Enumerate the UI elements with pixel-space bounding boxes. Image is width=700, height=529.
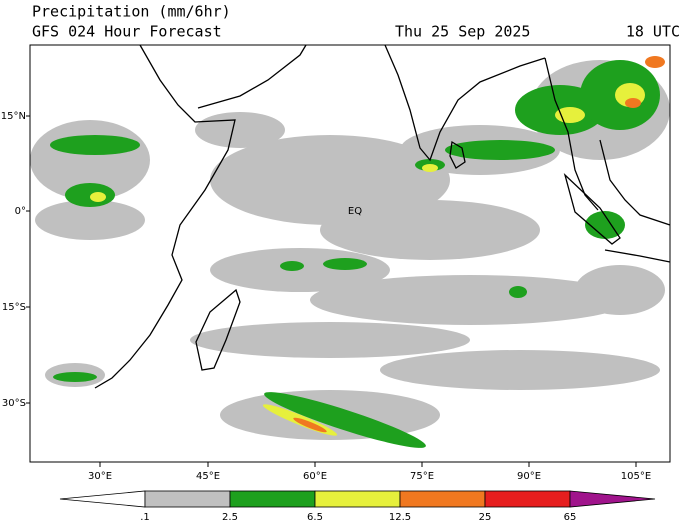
longitude-label: 75°E (410, 471, 434, 482)
colorbar-segment (399, 490, 486, 508)
latitude-label: 15°N (1, 111, 26, 122)
longitude-label: 30°E (88, 471, 112, 482)
colorbar-label: 2.5 (222, 512, 238, 523)
colorbar-segment (229, 490, 316, 508)
coastlines (94, 44, 671, 389)
forecast-time: 18 UTC (626, 23, 680, 41)
map-title: Precipitation (mm/6hr) (32, 3, 231, 21)
map-area: EQ (29, 44, 671, 463)
latitude-label: 30°S (2, 398, 26, 409)
longitude-label: 105°E (621, 471, 651, 482)
latitude-label: 15°S (2, 302, 26, 313)
map-frame (29, 44, 671, 463)
colorbar-segment (144, 490, 231, 508)
longitude-label: 45°E (196, 471, 220, 482)
colorbar-segment (484, 490, 571, 508)
colorbar-label: 25 (479, 512, 492, 523)
latitude-label: 0° (15, 206, 26, 217)
moderate-rain-areas (50, 60, 660, 448)
colorbar-label: .1 (140, 512, 150, 523)
colorbar-segment (569, 490, 656, 508)
colorbar-segment (314, 490, 401, 508)
colorbar-label: 6.5 (307, 512, 323, 523)
colorbar-segment (59, 490, 146, 508)
colorbar-label: 12.5 (389, 512, 411, 523)
longitude-label: 60°E (303, 471, 327, 482)
longitude-label: 90°E (517, 471, 541, 482)
equator-label: EQ (348, 206, 362, 217)
forecast-date: Thu 25 Sep 2025 (395, 23, 530, 41)
map-subtitle: GFS 024 Hour Forecast (32, 23, 222, 41)
colorbar-label: 65 (564, 512, 577, 523)
very-heavy-rain-areas (293, 56, 665, 433)
